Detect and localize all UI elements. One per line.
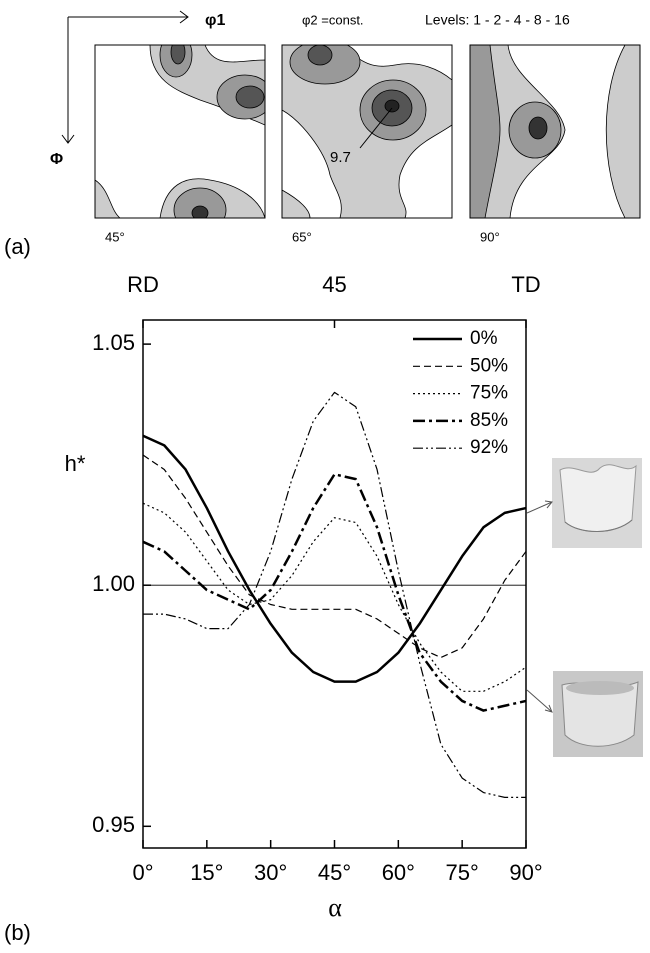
peak-leader	[359, 107, 393, 149]
cup-photo	[552, 458, 642, 548]
x-tick-label: 15°	[190, 860, 223, 885]
arrow	[526, 500, 553, 713]
cup-photo	[553, 671, 643, 757]
peak-label: 9.7	[330, 149, 351, 166]
panel-label: (b)	[4, 920, 31, 945]
legend-label: 0%	[470, 328, 498, 349]
x2-tick-label: 45	[322, 272, 346, 297]
section-label: 45°	[105, 229, 125, 244]
section-label: 65°	[292, 229, 312, 244]
legend-label: 50%	[470, 355, 508, 376]
panel-label: (a)	[4, 234, 31, 259]
phi2-label: φ2 =const.	[302, 12, 364, 27]
odf-axes	[61, 10, 189, 144]
section-frame	[281, 44, 453, 219]
odf-section	[95, 45, 265, 218]
odf-section	[282, 45, 452, 218]
y-axis-title: h*	[65, 451, 86, 476]
data-line	[142, 454, 527, 659]
section-frame	[469, 44, 641, 219]
odf-section	[470, 45, 640, 218]
legend-label: 92%	[470, 437, 508, 458]
levels-label: Levels: 1 - 2 - 4 - 8 - 16	[425, 12, 570, 28]
x-tick-label: 90°	[509, 860, 542, 885]
phi1-label: φ1	[205, 12, 225, 29]
legend-label: 85%	[470, 410, 508, 431]
legend-label: 75%	[470, 383, 508, 404]
x-tick-label: 0°	[132, 860, 153, 885]
x2-tick-label: RD	[127, 272, 159, 297]
x-tick-label: 75°	[446, 860, 479, 885]
data-line	[142, 434, 527, 683]
x-tick-label: 45°	[318, 860, 351, 885]
data-line	[142, 502, 527, 692]
section-frame	[94, 44, 266, 219]
data-line	[143, 391, 526, 798]
y-tick-label: 1.05	[92, 330, 135, 355]
x2-tick-label: TD	[511, 272, 540, 297]
y-tick-label: 1.00	[92, 571, 135, 596]
data-line	[142, 473, 527, 712]
y-tick-label: 0.95	[92, 812, 135, 837]
x-axis-title: α	[328, 893, 342, 922]
x-tick-label: 30°	[254, 860, 287, 885]
x-tick-label: 60°	[382, 860, 415, 885]
section-label: 90°	[480, 229, 500, 244]
Phi-label: Φ	[50, 151, 63, 168]
